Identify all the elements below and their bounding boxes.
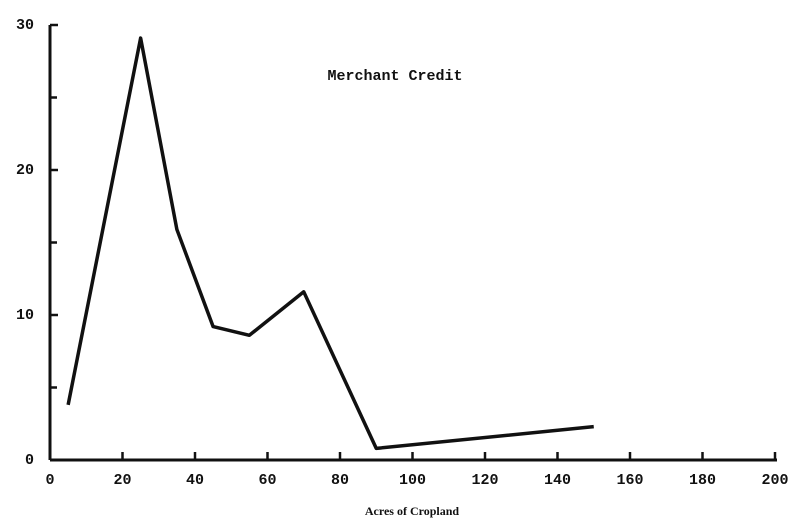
y-tick-label: 20 [16,162,34,179]
x-tick-label: 40 [186,472,204,489]
x-tick-label: 60 [258,472,276,489]
y-tick-label: 0 [25,452,34,469]
y-tick-label: 10 [16,307,34,324]
chart-title: Merchant Credit [327,68,462,85]
x-tick-label: 140 [544,472,571,489]
y-tick-label: 30 [16,17,34,34]
x-tick-label: 120 [471,472,498,489]
x-tick-label: 100 [399,472,426,489]
x-tick-label: 20 [113,472,131,489]
x-tick-label: 180 [689,472,716,489]
x-tick-label: 160 [616,472,643,489]
x-axis-label: Acres of Cropland [365,504,460,518]
x-tick-label: 200 [761,472,788,489]
x-tick-label: 80 [331,472,349,489]
line-series [66,36,594,451]
x-tick-label: 0 [45,472,54,489]
